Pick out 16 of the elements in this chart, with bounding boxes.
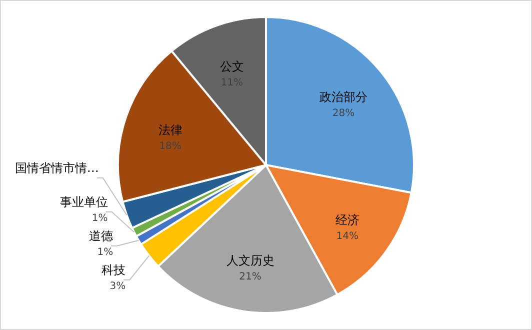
- slice-label: 道德: [89, 228, 114, 243]
- data-label: 28%: [332, 108, 355, 119]
- data-label: 1%: [92, 212, 108, 224]
- slice-label: 事业单位: [60, 194, 108, 209]
- data-label: 21%: [239, 271, 262, 282]
- data-label: 18%: [159, 140, 182, 152]
- slice-label: 科技: [102, 262, 126, 277]
- slice-label: 国情省情市情…: [14, 160, 99, 175]
- data-label: 3%: [110, 280, 126, 292]
- slice-label: 人文历史: [226, 253, 274, 268]
- data-label: 1%: [97, 246, 114, 258]
- data-label: 14%: [336, 231, 359, 242]
- slice-label: 公文: [220, 59, 244, 74]
- slice-label: 经济: [335, 213, 360, 228]
- slice-label: 法律: [158, 122, 182, 137]
- slice-label: 政治部分: [320, 90, 368, 104]
